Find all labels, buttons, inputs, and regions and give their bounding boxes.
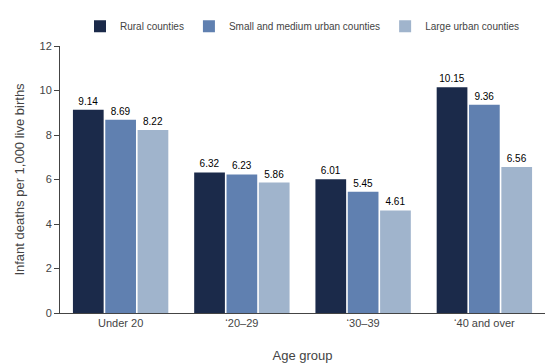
svg-text:Small and medium urban countie: Small and medium urban counties — [229, 21, 380, 32]
svg-text:Rural counties: Rural counties — [120, 21, 184, 32]
svg-text:Large urban counties: Large urban counties — [425, 21, 519, 32]
svg-text:6.01: 6.01 — [321, 165, 341, 176]
svg-text:‘20–29: ‘20–29 — [225, 317, 258, 329]
svg-text:6.32: 6.32 — [200, 158, 220, 169]
svg-text:0: 0 — [46, 307, 52, 319]
svg-text:5.45: 5.45 — [353, 178, 373, 189]
svg-text:6: 6 — [46, 173, 52, 185]
svg-text:6.56: 6.56 — [507, 153, 527, 164]
svg-text:9.14: 9.14 — [78, 96, 98, 107]
svg-text:12: 12 — [40, 40, 52, 52]
svg-text:8.22: 8.22 — [143, 116, 163, 127]
svg-text:4.61: 4.61 — [386, 196, 406, 207]
svg-text:Infant deaths per 1,000 live b: Infant deaths per 1,000 live births — [12, 83, 27, 276]
svg-text:Under 20: Under 20 — [98, 317, 143, 329]
svg-text:10.15: 10.15 — [439, 73, 464, 84]
svg-text:10: 10 — [40, 84, 52, 96]
svg-text:‘30–39: ‘30–39 — [347, 317, 380, 329]
svg-text:8.69: 8.69 — [111, 106, 131, 117]
svg-text:6.23: 6.23 — [232, 160, 252, 171]
svg-text:9.36: 9.36 — [474, 91, 494, 102]
svg-text:Age group: Age group — [273, 348, 333, 363]
svg-text:4: 4 — [46, 218, 52, 230]
svg-text:5.86: 5.86 — [264, 169, 284, 180]
svg-text:‘40 and over: ‘40 and over — [454, 317, 515, 329]
svg-text:2: 2 — [46, 262, 52, 274]
svg-text:8: 8 — [46, 129, 52, 141]
